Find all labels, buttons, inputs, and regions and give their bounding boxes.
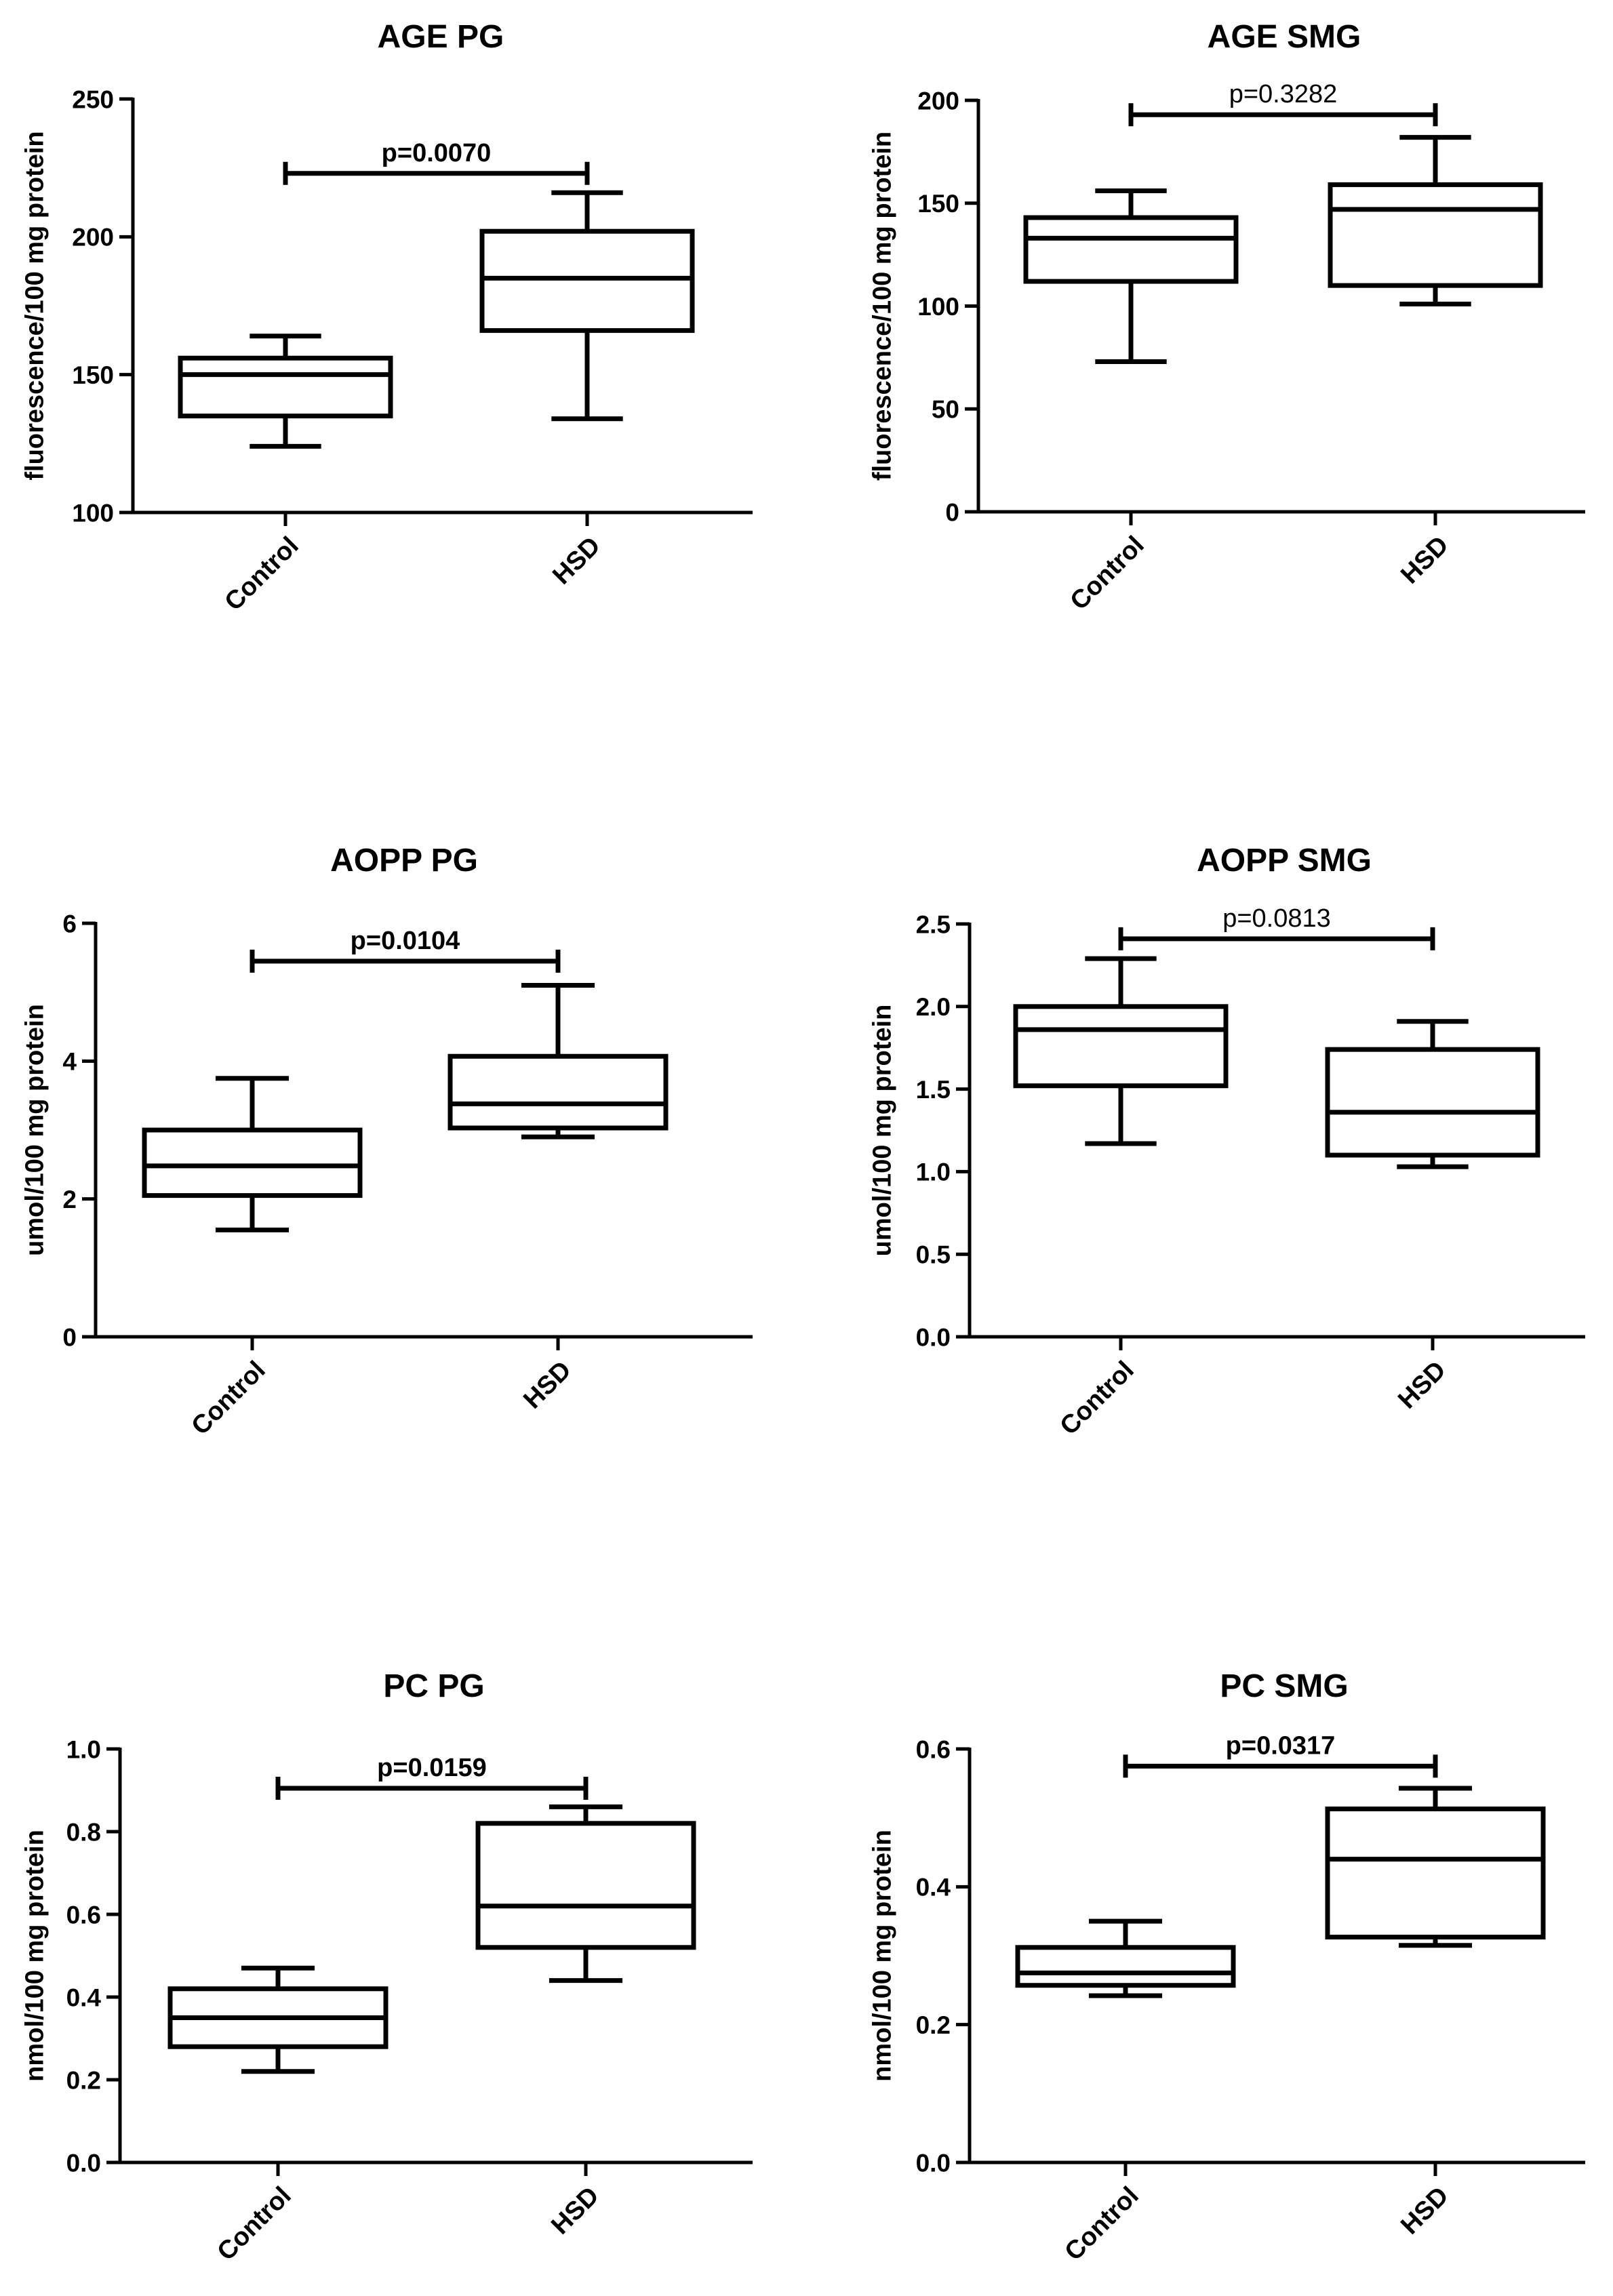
significance-bracket: p=0.0813 bbox=[1118, 904, 1435, 950]
y-tick-label: 0 bbox=[945, 498, 959, 526]
p-value-label: p=0.0104 bbox=[351, 927, 460, 955]
chart-title: AGE SMG bbox=[1208, 19, 1361, 55]
significance-bracket: p=0.0104 bbox=[250, 927, 561, 973]
y-tick-label: 100 bbox=[917, 293, 959, 321]
y-tick-label: 200 bbox=[72, 224, 114, 251]
box-plot-control bbox=[142, 1076, 363, 1232]
iqr-box bbox=[1325, 1047, 1540, 1158]
box-plot-control bbox=[167, 1965, 389, 2074]
y-tick-label: 0.2 bbox=[916, 2011, 951, 2039]
y-tick-label: 6 bbox=[62, 910, 77, 938]
box-plot-hsd bbox=[1325, 1019, 1540, 1169]
p-value-label: p=0.0159 bbox=[377, 1754, 487, 1782]
x-category-label: Control bbox=[1060, 2181, 1144, 2266]
iqr-box bbox=[1328, 182, 1543, 288]
box-plot-hsd bbox=[475, 1804, 696, 1983]
iqr-box bbox=[142, 1127, 363, 1199]
p-value-label: p=0.0070 bbox=[382, 139, 492, 167]
x-category-label: HSD bbox=[1393, 1356, 1451, 1414]
y-tick-label: 0.8 bbox=[66, 1818, 101, 1846]
iqr-box bbox=[1013, 1004, 1229, 1089]
y-tick-label: 1.5 bbox=[916, 1076, 951, 1104]
box-plot-hsd bbox=[1325, 1786, 1546, 1948]
chart-title: AOPP SMG bbox=[1197, 843, 1372, 879]
chart-panel-1: AGE PG fluorescence/100 mg protein 100 150 2… bbox=[20, 19, 753, 616]
box-plot-control bbox=[178, 334, 393, 449]
chart-title: AOPP PG bbox=[330, 843, 478, 879]
x-category-label: HSD bbox=[547, 531, 605, 590]
x-category-label: Control bbox=[212, 2181, 297, 2266]
iqr-box bbox=[1325, 1806, 1546, 1940]
chart-panel-3: AOPP PG umol/100 mg protein 0 2 4 6 Control HSD… bbox=[20, 843, 753, 1441]
y-tick-label: 150 bbox=[72, 361, 114, 389]
chart-title: PC SMG bbox=[1220, 1668, 1348, 1704]
y-tick-label: 1.0 bbox=[66, 1735, 101, 1763]
x-category-label: HSD bbox=[1395, 531, 1454, 589]
y-axis-label: umol/100 mg protein bbox=[868, 1005, 896, 1257]
iqr-box bbox=[479, 228, 695, 334]
y-tick-label: 2.5 bbox=[916, 910, 951, 938]
iqr-box bbox=[447, 1053, 669, 1131]
y-tick-label: 100 bbox=[72, 499, 114, 527]
y-tick-label: 0.0 bbox=[916, 2149, 951, 2177]
x-category-label: Control bbox=[220, 531, 304, 616]
y-tick-label: 50 bbox=[932, 396, 959, 424]
y-tick-label: 200 bbox=[917, 87, 959, 115]
box-plot-control bbox=[1015, 1918, 1236, 1998]
y-tick-label: 250 bbox=[72, 85, 114, 113]
box-plot-control bbox=[1023, 188, 1239, 364]
y-tick-label: 0.6 bbox=[66, 1901, 101, 1929]
significance-bracket: p=0.0070 bbox=[283, 139, 590, 185]
box-plot-hsd bbox=[479, 190, 695, 422]
y-tick-label: 0 bbox=[62, 1323, 77, 1351]
y-tick-label: 0.2 bbox=[66, 2066, 101, 2094]
chart-title: PC PG bbox=[383, 1668, 484, 1704]
y-tick-label: 2 bbox=[62, 1186, 77, 1213]
box-plot-hsd bbox=[1328, 135, 1543, 306]
y-tick-label: 0.0 bbox=[66, 2149, 101, 2177]
x-category-label: HSD bbox=[518, 1356, 576, 1414]
iqr-box bbox=[178, 355, 393, 419]
x-category-label: Control bbox=[186, 1356, 271, 1441]
x-category-label: Control bbox=[1055, 1356, 1140, 1441]
x-category-label: HSD bbox=[1395, 2181, 1454, 2240]
y-axis-label: nmol/100 mg protein bbox=[20, 1830, 49, 2082]
chart-panel-5: PC PG nmol/100 mg protein 0.0 0.2 0.4 0.6 0.8 1… bbox=[20, 1668, 753, 2266]
chart-panel-4: AOPP SMG umol/100 mg protein 0.0 0.5 1.0 1.5 2… bbox=[868, 843, 1585, 1441]
x-category-label: HSD bbox=[546, 2181, 604, 2240]
p-value-label: p=0.3282 bbox=[1229, 80, 1338, 108]
y-tick-label: 0.4 bbox=[916, 1874, 951, 1901]
y-tick-label: 0.4 bbox=[66, 1983, 102, 2011]
iqr-box bbox=[1015, 1945, 1236, 1988]
y-axis-label: fluorescence/100 mg protein bbox=[868, 132, 896, 481]
box-plot-control bbox=[1013, 956, 1229, 1146]
iqr-box bbox=[1023, 215, 1239, 284]
chart-panel-6: PC SMG nmol/100 mg protein 0.0 0.2 0.4 0.6 Con… bbox=[868, 1668, 1585, 2266]
p-value-label: p=0.0813 bbox=[1222, 904, 1331, 933]
significance-bracket: p=0.3282 bbox=[1128, 80, 1438, 127]
iqr-box bbox=[475, 1821, 696, 1950]
y-tick-label: 2.0 bbox=[916, 993, 951, 1021]
y-tick-label: 0.5 bbox=[916, 1241, 951, 1269]
box-plot-hsd bbox=[447, 983, 669, 1140]
y-tick-label: 0.0 bbox=[916, 1323, 951, 1351]
y-axis-label: fluorescence/100 mg protein bbox=[20, 131, 49, 480]
y-tick-label: 1.0 bbox=[916, 1159, 951, 1186]
y-tick-label: 4 bbox=[62, 1048, 77, 1076]
chart-title: AGE PG bbox=[378, 19, 504, 55]
y-axis-label: nmol/100 mg protein bbox=[868, 1830, 896, 2082]
significance-bracket: p=0.0317 bbox=[1123, 1731, 1438, 1778]
chart-panel-2: AGE SMG fluorescence/100 mg protein 0 50 100… bbox=[868, 19, 1585, 616]
x-category-label: Control bbox=[1065, 531, 1150, 616]
p-value-label: p=0.0317 bbox=[1226, 1731, 1336, 1760]
y-tick-label: 0.6 bbox=[916, 1735, 951, 1763]
y-axis-label: umol/100 mg protein bbox=[20, 1004, 49, 1256]
y-tick-label: 150 bbox=[917, 190, 959, 218]
significance-bracket: p=0.0159 bbox=[275, 1754, 589, 1800]
